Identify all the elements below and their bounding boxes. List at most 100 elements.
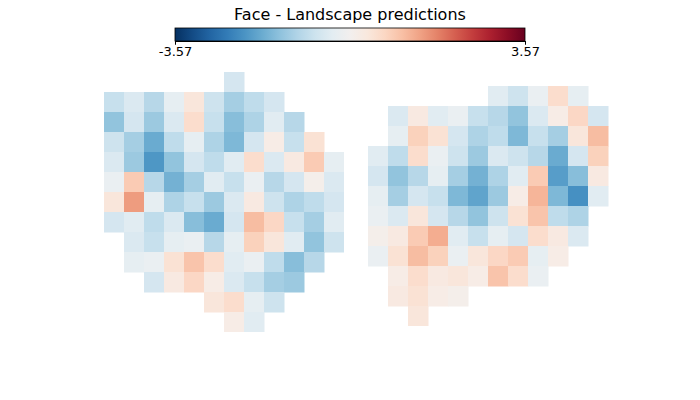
- cell: [488, 246, 509, 267]
- cell: [368, 206, 389, 227]
- cell: [124, 212, 145, 233]
- cell: [568, 186, 589, 207]
- cell: [508, 126, 529, 147]
- cell: [428, 206, 449, 227]
- cell: [428, 106, 449, 127]
- cell: [428, 226, 449, 247]
- cell: [324, 152, 344, 173]
- cell: [204, 192, 225, 213]
- cell: [488, 266, 509, 287]
- cell: [184, 112, 205, 133]
- cell: [264, 232, 285, 253]
- cell: [104, 212, 125, 233]
- cell: [388, 166, 409, 187]
- cell: [184, 132, 205, 153]
- cell: [508, 86, 529, 107]
- cell: [408, 226, 429, 247]
- cell: [244, 292, 265, 313]
- cell: [324, 172, 344, 193]
- cell: [448, 286, 469, 307]
- cell: [488, 186, 509, 207]
- cell: [388, 226, 409, 247]
- cell: [388, 186, 409, 207]
- cell: [448, 166, 469, 187]
- cell: [468, 146, 489, 167]
- cell: [388, 266, 409, 287]
- cell: [164, 112, 185, 133]
- cell: [324, 192, 344, 213]
- cell: [508, 206, 529, 227]
- cell: [224, 272, 245, 293]
- cell: [184, 152, 205, 173]
- cell: [184, 232, 205, 253]
- cell: [264, 212, 285, 233]
- cell: [104, 192, 125, 213]
- cell: [244, 312, 265, 332]
- cell: [264, 272, 285, 293]
- cell: [264, 192, 285, 213]
- cell: [244, 212, 265, 233]
- cell: [548, 126, 569, 147]
- cell: [468, 266, 489, 287]
- cell: [224, 92, 245, 113]
- cell: [264, 172, 285, 193]
- cell: [428, 286, 449, 307]
- cell: [588, 166, 609, 187]
- cell: [528, 86, 549, 107]
- cell: [488, 146, 509, 167]
- cell: [368, 166, 389, 187]
- cell: [368, 226, 389, 247]
- cell: [164, 132, 185, 153]
- cell: [548, 166, 569, 187]
- cell: [568, 86, 589, 107]
- cell: [588, 186, 609, 207]
- cell: [204, 232, 225, 253]
- cell: [508, 266, 529, 287]
- cell: [244, 92, 265, 113]
- cell: [224, 232, 245, 253]
- cell: [104, 132, 125, 153]
- cell: [204, 152, 225, 173]
- cell: [144, 232, 165, 253]
- cell: [508, 146, 529, 167]
- cell: [184, 252, 205, 273]
- cell: [144, 212, 165, 233]
- cell: [428, 266, 449, 287]
- cell: [164, 172, 185, 193]
- cell: [284, 252, 305, 273]
- cell: [568, 146, 589, 167]
- cell: [264, 92, 285, 113]
- cell: [204, 252, 225, 273]
- cell: [184, 172, 205, 193]
- cell: [204, 112, 225, 133]
- cell: [448, 206, 469, 227]
- cell: [224, 252, 245, 273]
- cell: [528, 226, 549, 247]
- cell: [184, 212, 205, 233]
- cell: [468, 226, 489, 247]
- cell: [284, 112, 305, 133]
- colorbar-axis-line: [176, 42, 526, 45]
- cell: [408, 286, 429, 307]
- cell: [468, 166, 489, 187]
- cell: [224, 132, 245, 153]
- cell: [204, 272, 225, 293]
- cell: [244, 172, 265, 193]
- cell: [448, 246, 469, 267]
- colorbar-axis: -3.573.57: [159, 41, 540, 59]
- colorbar-tick: -3.57: [159, 41, 193, 59]
- cell: [124, 252, 145, 273]
- cell: [304, 152, 325, 173]
- cell: [284, 152, 305, 173]
- cell: [244, 112, 265, 133]
- cell: [388, 246, 409, 267]
- cell: [304, 172, 325, 193]
- cell: [388, 106, 409, 127]
- cell: [528, 106, 549, 127]
- cell: [548, 206, 569, 227]
- cell: [448, 106, 469, 127]
- cell: [124, 152, 145, 173]
- cell: [144, 272, 165, 293]
- cell: [164, 272, 185, 293]
- title: Face - Landscape predictions: [234, 5, 466, 24]
